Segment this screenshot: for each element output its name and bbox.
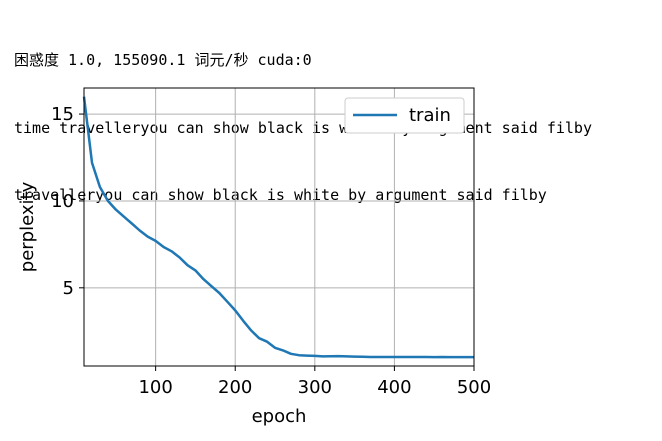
x-tick-label: 400	[377, 377, 411, 398]
plot-frame	[83, 87, 475, 367]
x-tick-label: 300	[298, 377, 332, 398]
y-axis-label: perplexity	[17, 181, 38, 272]
x-tick-label: 100	[138, 377, 172, 398]
perplexity-status-line: 困惑度 1.0, 155090.1 词元/秒 cuda:0	[14, 51, 312, 69]
y-tick-label: 15	[51, 104, 74, 125]
y-tick-label: 10	[51, 191, 74, 212]
series-layer	[82, 96, 474, 359]
x-axis-label: epoch	[252, 406, 307, 427]
series-line-train	[82, 96, 474, 359]
x-tick-label: 500	[457, 377, 491, 398]
legend: train	[344, 97, 465, 134]
generated-text-line-2: travelleryou can show black is white by …	[14, 186, 547, 204]
legend-label-train: train	[409, 105, 451, 126]
ticks-layer: 100 200 300 400 500 5 10 15	[51, 104, 491, 398]
legend-box	[344, 97, 465, 134]
y-tick-label: 5	[63, 278, 74, 299]
x-tick-label: 200	[218, 377, 252, 398]
